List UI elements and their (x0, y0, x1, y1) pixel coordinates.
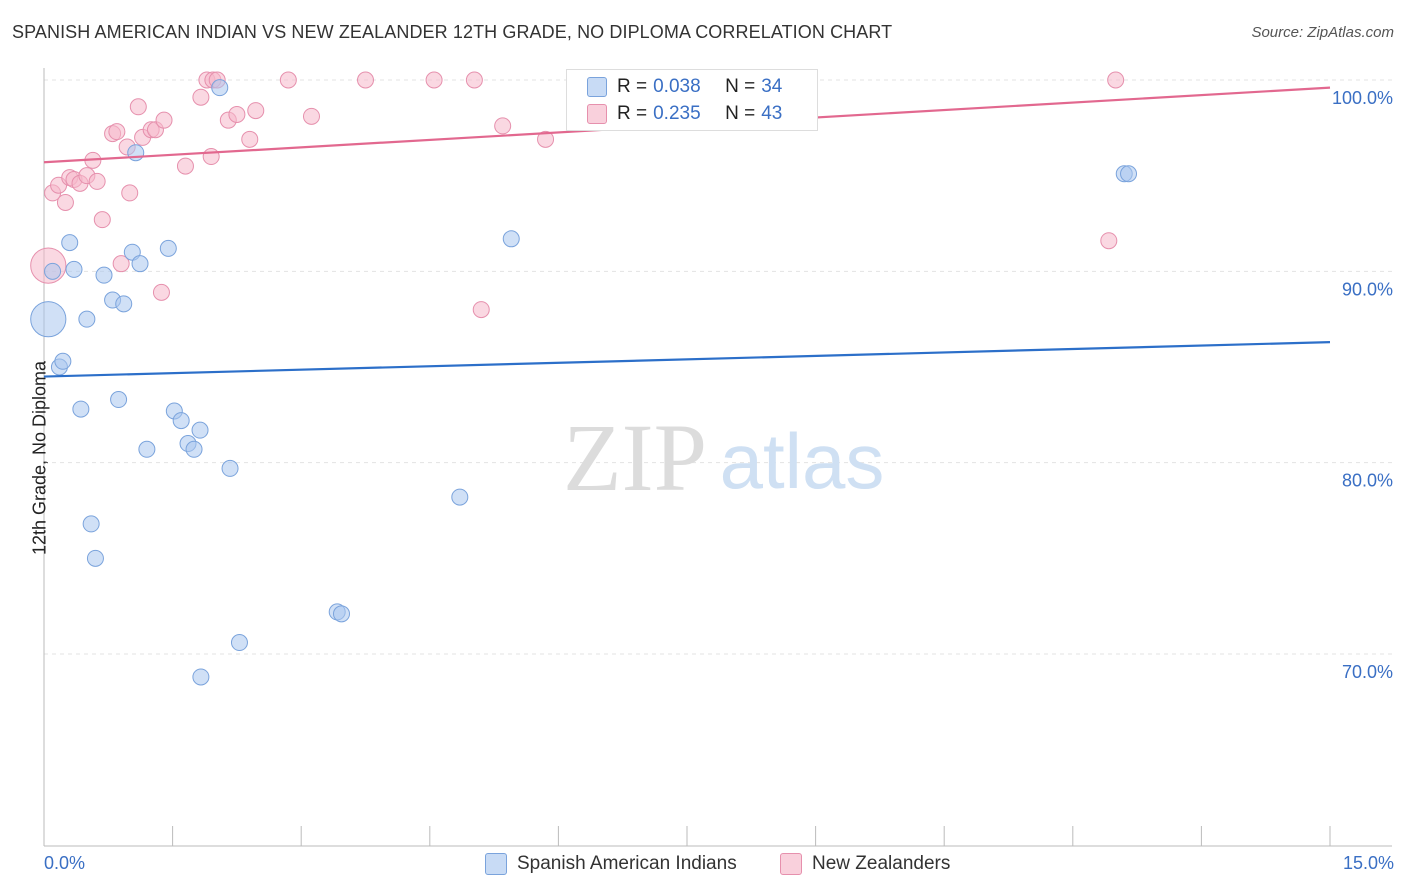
pink-point (241, 130, 259, 148)
blue-point (54, 352, 72, 370)
pink-point (1107, 71, 1125, 89)
pink-point (93, 211, 111, 229)
x-tick-label-last: 15.0% (1343, 853, 1394, 873)
blue-point (211, 79, 229, 97)
pink-point (537, 130, 555, 148)
blue-point (95, 266, 113, 284)
pink-point (1100, 232, 1118, 250)
watermark-atlas: atlas (720, 417, 885, 505)
pink-point (88, 172, 106, 190)
blue-point (159, 239, 177, 257)
pink-point (247, 102, 265, 120)
spanish-american-indians-points (30, 79, 1138, 686)
pink-swatch (780, 853, 802, 875)
blue-point (172, 412, 190, 430)
pink-point (155, 111, 173, 129)
blue-point (78, 310, 96, 328)
blue-point (30, 301, 67, 338)
blue-point (185, 440, 203, 458)
pink-point (228, 105, 246, 123)
blue-point (192, 668, 210, 686)
blue-point (1120, 165, 1138, 183)
tick-labels: 70.0% 80.0% 90.0% 100.0% 0.0% 15.0% (44, 88, 1394, 873)
pink-point (152, 283, 170, 301)
pink-point (494, 117, 512, 135)
x-tick-label-first: 0.0% (44, 853, 85, 873)
pink-point (192, 88, 210, 106)
source-label: Source: ZipAtlas.com (1251, 24, 1394, 41)
pink-point (121, 184, 139, 202)
n-value: 34 (761, 76, 783, 97)
r-label: R = (617, 103, 648, 124)
pink-point (425, 71, 443, 89)
r-value: 0.038 (653, 76, 701, 97)
blue-point (86, 549, 104, 567)
watermark-zip: ZIP (563, 404, 707, 511)
axes (43, 68, 1392, 847)
blue-point (502, 230, 520, 248)
blue-point (332, 605, 350, 623)
blue-point (61, 234, 79, 252)
n-value: 43 (761, 103, 783, 124)
blue-swatch (587, 77, 607, 97)
pink-point (176, 157, 194, 175)
blue-point (82, 515, 100, 533)
pink-point (108, 123, 126, 141)
pink-point (279, 71, 297, 89)
chart-title: SPANISH AMERICAN INDIAN VS NEW ZEALANDER… (12, 22, 893, 42)
y-tick-label: 80.0% (1342, 471, 1393, 491)
pink-point (112, 255, 130, 273)
blue-swatch (485, 853, 507, 875)
pink-point (465, 71, 483, 89)
pink-swatch (587, 104, 607, 124)
stats-legend: R = 0.038 N = 34 R = 0.235 N = 43 (566, 69, 818, 131)
grid-lines (44, 79, 1392, 655)
n-label: N = (725, 76, 756, 97)
legend-row-spanish-american-indians: R = 0.038 N = 34 (587, 75, 782, 99)
legend-item-spanish-american-indians: Spanish American Indians (485, 851, 737, 877)
blue-point (72, 400, 90, 418)
y-tick-label: 90.0% (1342, 279, 1393, 299)
blue-point (65, 260, 83, 278)
blue-point (44, 262, 62, 280)
blue-point (110, 391, 128, 409)
pink-point (129, 98, 147, 116)
blue-point (451, 488, 469, 506)
blue-point (221, 459, 239, 477)
blue-point (138, 440, 156, 458)
watermark: ZIP atlas (563, 404, 884, 511)
y-tick-label: 70.0% (1342, 662, 1393, 682)
blue-point (115, 295, 133, 313)
pink-point (56, 193, 74, 211)
blue-trend-line (43, 341, 1331, 378)
y-axis-title: 12th Grade, No Diploma (29, 360, 50, 556)
blue-point (131, 255, 149, 273)
pink-point (302, 107, 320, 125)
r-value: 0.235 (653, 103, 701, 124)
r-label: R = (617, 76, 648, 97)
pink-point (357, 71, 374, 89)
blue-point (191, 421, 209, 439)
pink-point (472, 301, 490, 319)
legend-label: Spanish American Indians (517, 853, 737, 874)
n-label: N = (725, 103, 756, 124)
pink-point (202, 148, 220, 166)
legend-row-new-zealanders: R = 0.235 N = 43 (587, 102, 782, 126)
blue-point (230, 634, 248, 652)
legend-label: New Zealanders (812, 853, 951, 874)
legend-item-new-zealanders: New Zealanders (780, 851, 950, 877)
y-tick-label: 100.0% (1332, 88, 1393, 108)
